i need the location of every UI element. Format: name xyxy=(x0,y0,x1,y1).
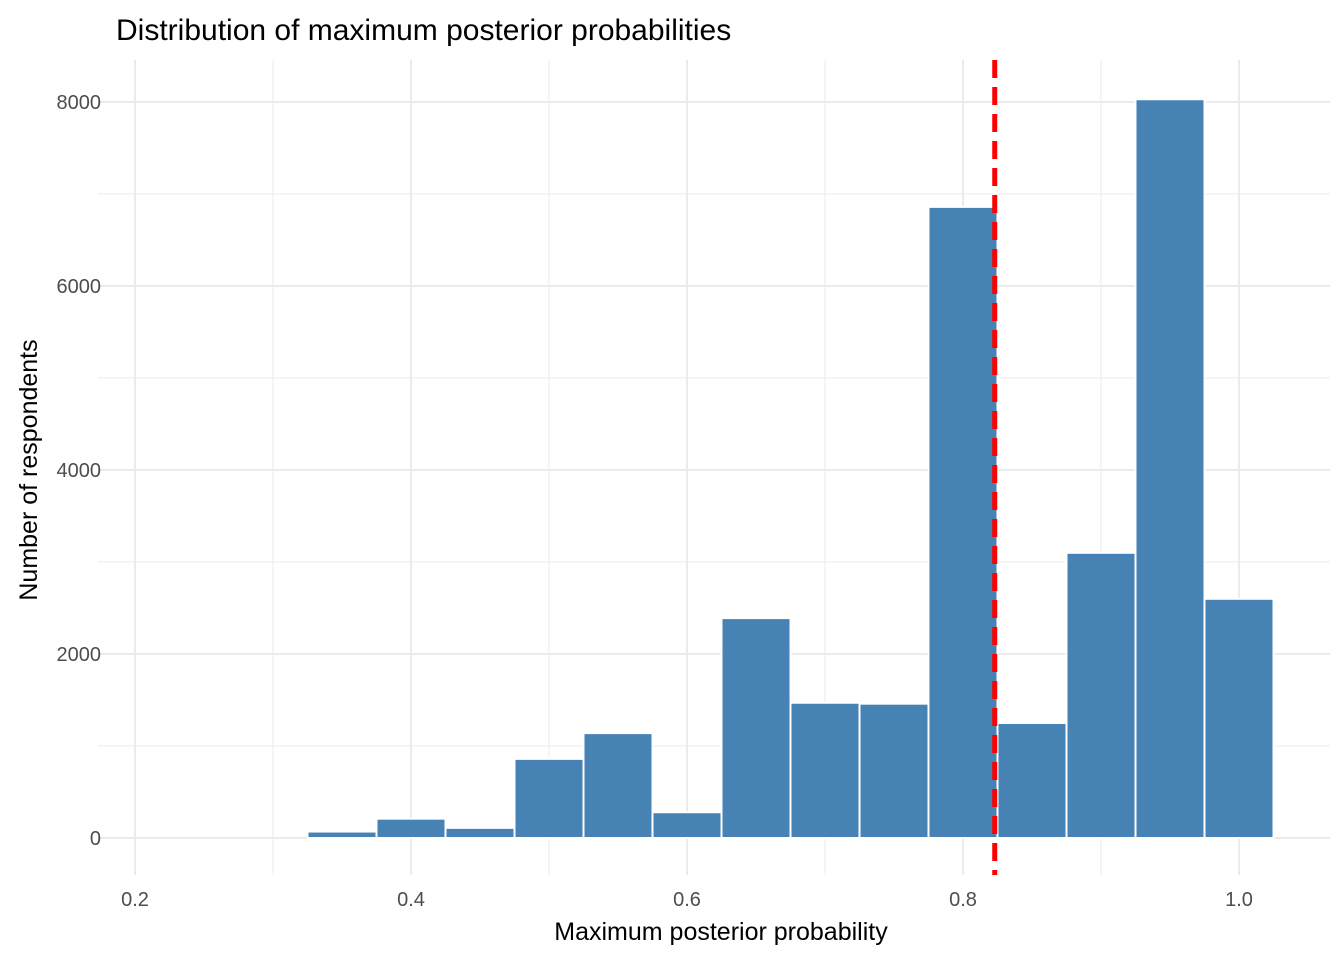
histogram-bar xyxy=(720,617,792,839)
x-tick-label: 0.2 xyxy=(121,889,149,911)
chart-title: Distribution of maximum posterior probab… xyxy=(116,14,731,47)
y-axis-title: Number of respondents xyxy=(15,339,43,600)
y-tick-label: 8000 xyxy=(57,92,102,114)
x-tick-label: 0.6 xyxy=(673,889,701,911)
histogram-bar xyxy=(375,817,447,839)
x-tick-label: 0.8 xyxy=(949,889,977,911)
histogram-bar xyxy=(651,811,723,839)
y-tick-label: 4000 xyxy=(57,460,102,482)
tick-labels-layer: 0.2 0.4 0.6 0.8 1.0 0 2000 4000 6000 8000 xyxy=(57,92,1253,911)
histogram-bar xyxy=(1203,597,1275,839)
histogram-bar xyxy=(444,826,516,840)
y-tick-label: 6000 xyxy=(57,276,102,298)
histogram-bar xyxy=(858,702,930,839)
y-tick-label: 2000 xyxy=(57,644,102,666)
histogram-bar xyxy=(927,205,999,839)
x-tick-label: 0.4 xyxy=(397,889,425,911)
histogram-bar xyxy=(996,722,1068,839)
bars-layer xyxy=(306,98,1275,840)
histogram-bar xyxy=(1065,551,1137,839)
histogram-bar xyxy=(582,732,654,839)
x-tick-label: 1.0 xyxy=(1225,889,1253,911)
y-tick-label: 0 xyxy=(90,828,101,850)
histogram-bar xyxy=(1134,98,1206,840)
histogram-bar xyxy=(306,830,378,839)
histogram-bar xyxy=(513,757,585,840)
histogram-bar xyxy=(789,701,861,840)
x-axis-title: Maximum posterior probability xyxy=(554,918,888,946)
